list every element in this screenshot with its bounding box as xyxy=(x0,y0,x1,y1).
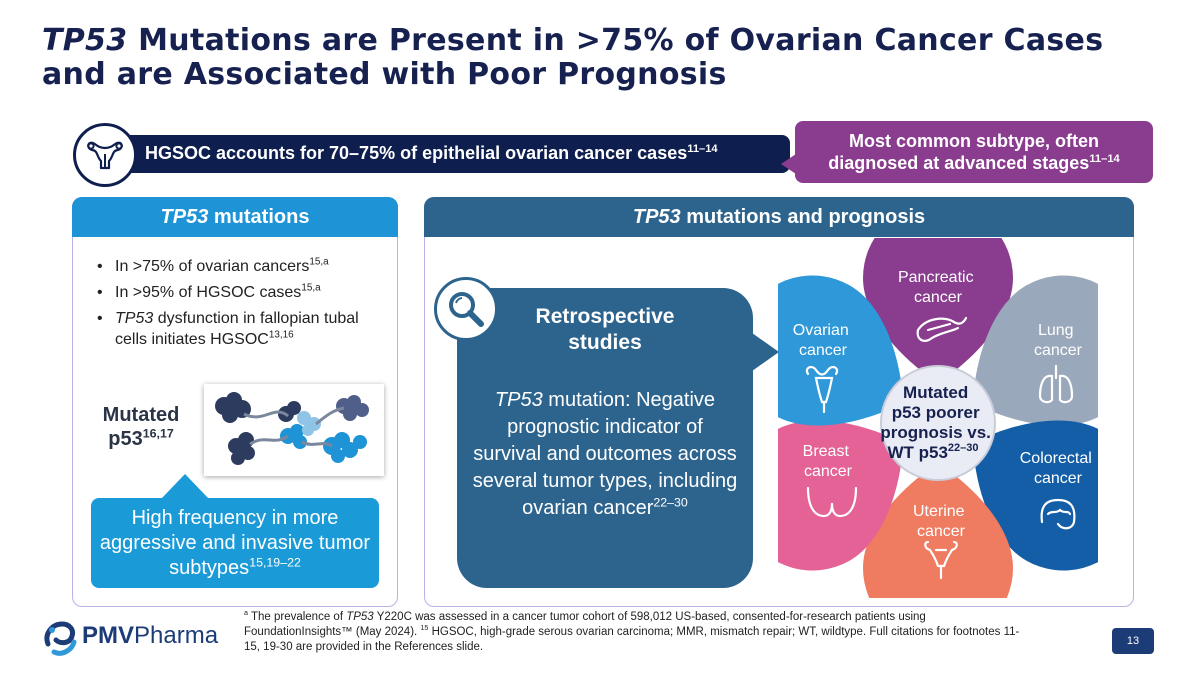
breast-label: Breast cancer xyxy=(803,443,854,480)
tp53-mutations-header: TP53 mutations xyxy=(72,197,398,237)
pancreatic-label: Pancreatic cancer xyxy=(898,269,978,306)
magnifying-glass-icon xyxy=(434,277,498,341)
colon-icon xyxy=(1040,498,1076,530)
ovarian-label: Ovarian cancer xyxy=(793,322,853,359)
petal-breast xyxy=(778,420,904,571)
ovary-icon xyxy=(805,365,839,414)
subtype-callout: Most common subtype, often diagnosed at … xyxy=(795,121,1153,183)
lungs-icon xyxy=(1038,364,1074,404)
colorectal-label: Colorectal cancer xyxy=(1020,450,1096,487)
pancreas-icon xyxy=(916,316,968,342)
petal-lung xyxy=(972,275,1098,426)
mutated-p53-label: Mutated p5316,17 xyxy=(102,404,180,450)
callout-line-2: diagnosed at advanced stages11–14 xyxy=(828,153,1120,173)
title-gene: TP53 xyxy=(42,23,128,58)
pmv-pharma-logo: PMVPharma xyxy=(40,616,230,660)
uterine-label: Uterine cancer xyxy=(913,503,969,540)
hgsoc-text: HGSOC accounts for 70–75% of epithelial … xyxy=(145,143,718,163)
hgsoc-banner xyxy=(100,135,790,173)
p53-protein-structure-image xyxy=(204,384,384,476)
callout-line-1: Most common subtype, often xyxy=(848,131,1099,151)
retrospective-heading: Retrospective studies xyxy=(535,305,675,354)
title-line-1: TP53 Mutations are Present in >75% of Ov… xyxy=(42,24,1142,58)
uterus-icon xyxy=(924,540,958,580)
callout-tail xyxy=(781,152,799,176)
slide-title: TP53 Mutations are Present in >75% of Ov… xyxy=(42,24,1142,92)
prognosis-center-circle xyxy=(880,365,996,481)
high-frequency-box: High frequency in more aggressive and in… xyxy=(91,498,379,588)
logo-mark-icon xyxy=(44,621,77,656)
petal-ovarian xyxy=(778,275,904,426)
cancer-types-flower: Pancreatic cancer Lung cancer Colorectal… xyxy=(778,238,1098,598)
bullet-item: In >95% of HGSOC cases15,a xyxy=(95,282,385,303)
petal-uterine xyxy=(863,463,1013,598)
retrospective-studies-bubble: Retrospective studies TP53 mutation: Neg… xyxy=(457,288,753,588)
mutation-bullets: In >75% of ovarian cancers15,a In >95% o… xyxy=(95,256,385,355)
petal-pancreatic xyxy=(863,238,1013,383)
tp53-prognosis-panel: TP53 mutations and prognosis Retrospecti… xyxy=(424,197,1134,607)
uterus-icon xyxy=(73,123,137,187)
page-number: 13 xyxy=(1112,628,1154,654)
tp53-mutations-panel: TP53 mutations In >75% of ovarian cancer… xyxy=(72,197,398,607)
center-label: Mutated p53 poorer prognosis vs. WT p532… xyxy=(880,383,995,462)
lung-label: Lung cancer xyxy=(1034,322,1083,359)
petal-colorectal xyxy=(972,420,1098,571)
bullet-item: In >75% of ovarian cancers15,a xyxy=(95,256,385,277)
title-line-2: and are Associated with Poor Prognosis xyxy=(42,57,727,92)
retrospective-body: TP53 mutation: Negative prognostic indic… xyxy=(472,389,738,519)
footnote: a The prevalence of TP53 Y220C was asses… xyxy=(244,609,1020,653)
title-line-1-rest: Mutations are Present in >75% of Ovarian… xyxy=(127,23,1104,58)
tp53-prognosis-header: TP53 mutations and prognosis xyxy=(424,197,1134,237)
frequency-tail xyxy=(161,474,209,499)
bullet-item: TP53 dysfunction in fallopian tubal cell… xyxy=(95,308,385,350)
breast-icon xyxy=(806,486,858,518)
